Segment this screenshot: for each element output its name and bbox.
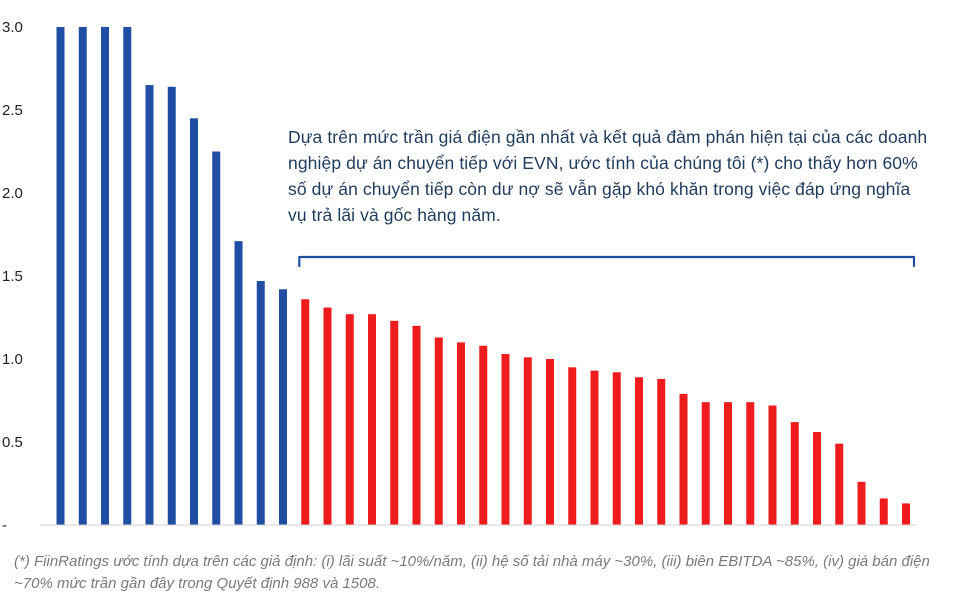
bar-red [301, 299, 310, 525]
y-tick-label: 2.0 [2, 185, 23, 202]
bar-blue [167, 86, 176, 525]
bar-red [368, 314, 376, 525]
bar-red [479, 345, 488, 525]
bar-red [434, 337, 443, 525]
y-tick-label: 0.5 [2, 434, 23, 451]
footnote: (*) FiinRatings ước tính dựa trên các gi… [14, 553, 930, 592]
bar-blue [56, 27, 65, 525]
bar-blue [256, 280, 265, 525]
bar-red [657, 378, 666, 525]
bar-red [568, 367, 577, 525]
y-tick-label: 3.0 [2, 19, 23, 36]
bar-red [412, 325, 421, 525]
bar-red [523, 357, 532, 525]
bar-red [746, 402, 755, 525]
y-tick-label: 1.5 [2, 268, 23, 285]
bar-red [390, 320, 399, 525]
bar-blue [234, 241, 243, 525]
bar-blue [212, 151, 221, 525]
bar-red [835, 443, 844, 525]
chart-annotation: Dựa trên mức trần giá điện gần nhất và k… [288, 127, 928, 225]
y-tick-label: - [2, 517, 7, 534]
bar-red [879, 498, 888, 525]
bar-red [612, 372, 621, 525]
bar-red [590, 370, 599, 525]
y-tick-label: 1.0 [2, 351, 23, 368]
bar-blue [279, 289, 287, 525]
bar-chart: - 0.5 1.0 1.5 2.0 2.5 3.0 [2, 19, 916, 534]
bar-red [701, 402, 710, 525]
bar-red [635, 377, 643, 525]
bar-red [857, 481, 866, 525]
bar-blue [123, 27, 132, 525]
bar-blue [78, 27, 87, 525]
bar-red [724, 402, 732, 525]
bracket-marker [298, 255, 916, 268]
bar-red [546, 359, 554, 525]
bars [56, 27, 910, 526]
bar-blue [101, 27, 109, 525]
bar-red [902, 503, 910, 525]
bar-blue [145, 85, 154, 525]
bar-red [457, 342, 465, 525]
y-tick-label: 2.5 [2, 102, 23, 119]
bar-red [813, 432, 821, 525]
y-axis: - 0.5 1.0 1.5 2.0 2.5 3.0 [2, 19, 23, 534]
bar-red [768, 405, 777, 525]
bar-red [323, 307, 332, 525]
bar-blue [190, 118, 198, 526]
bar-red [679, 393, 688, 525]
bar-red [501, 354, 510, 525]
bar-red [790, 422, 799, 525]
bar-red [345, 314, 354, 525]
